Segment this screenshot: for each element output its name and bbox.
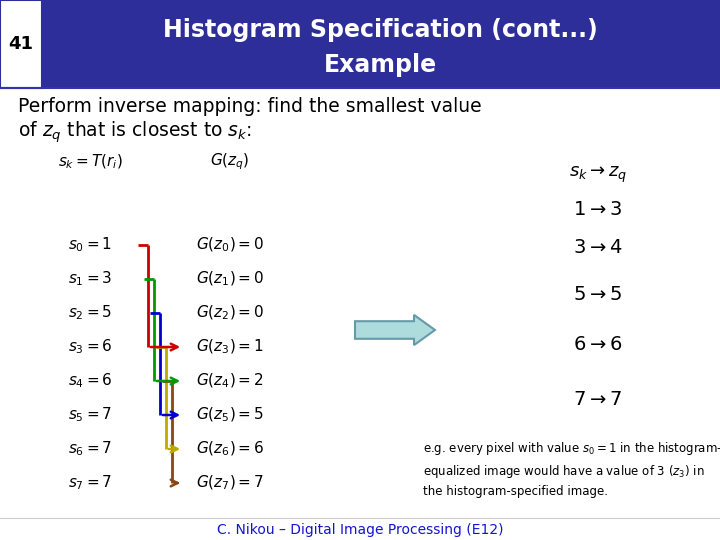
Text: $1 \rightarrow 3$: $1 \rightarrow 3$ (573, 201, 623, 219)
Text: $G(z_3) = 1$: $G(z_3) = 1$ (196, 338, 264, 356)
Text: $G(z_1) = 0$: $G(z_1) = 0$ (196, 270, 264, 288)
Text: $s_1 = 3$: $s_1 = 3$ (68, 269, 112, 288)
Text: $s_k = T(r_i)$: $s_k = T(r_i)$ (58, 153, 122, 171)
FancyArrow shape (355, 315, 435, 345)
Text: $G(z_q)$: $G(z_q)$ (210, 152, 250, 172)
Text: $G(z_7) = 7$: $G(z_7) = 7$ (196, 474, 264, 492)
Text: Example: Example (323, 53, 436, 77)
Text: $3 \rightarrow 4$: $3 \rightarrow 4$ (573, 239, 623, 257)
Text: $5 \rightarrow 5$: $5 \rightarrow 5$ (573, 286, 623, 304)
Text: $G(z_0) = 0$: $G(z_0) = 0$ (196, 236, 264, 254)
Text: Perform inverse mapping: find the smallest value: Perform inverse mapping: find the smalle… (18, 98, 482, 117)
Bar (0, 0, 42, 88)
Text: Histogram Specification (cont...): Histogram Specification (cont...) (163, 18, 598, 42)
Text: $G(z_6) = 6$: $G(z_6) = 6$ (196, 440, 264, 458)
Text: $G(z_5) = 5$: $G(z_5) = 5$ (196, 406, 264, 424)
Text: $s_0 = 1$: $s_0 = 1$ (68, 235, 112, 254)
Text: $s_6 = 7$: $s_6 = 7$ (68, 440, 112, 458)
Text: $s_3 = 6$: $s_3 = 6$ (68, 338, 112, 356)
Text: $G(z_2) = 0$: $G(z_2) = 0$ (196, 304, 264, 322)
Text: e.g. every pixel with value $s_0=1$ in the histogram-
equalized image would have: e.g. every pixel with value $s_0=1$ in t… (423, 440, 720, 498)
Text: $6 \rightarrow 6$: $6 \rightarrow 6$ (573, 336, 623, 354)
Text: C. Nikou – Digital Image Processing (E12): C. Nikou – Digital Image Processing (E12… (217, 523, 503, 537)
Text: $7 \rightarrow 7$: $7 \rightarrow 7$ (573, 391, 623, 409)
Text: $s_k \rightarrow z_q$: $s_k \rightarrow z_q$ (569, 165, 627, 185)
Text: of $z_q$ that is closest to $s_k$:: of $z_q$ that is closest to $s_k$: (18, 119, 252, 145)
Text: $s_4 = 6$: $s_4 = 6$ (68, 372, 112, 390)
Text: $s_7 = 7$: $s_7 = 7$ (68, 474, 112, 492)
Text: $s_5 = 7$: $s_5 = 7$ (68, 406, 112, 424)
Bar (0, 0, 720, 88)
Text: 41: 41 (9, 35, 34, 53)
Text: $s_2 = 5$: $s_2 = 5$ (68, 303, 112, 322)
Text: $G(z_4) = 2$: $G(z_4) = 2$ (196, 372, 264, 390)
